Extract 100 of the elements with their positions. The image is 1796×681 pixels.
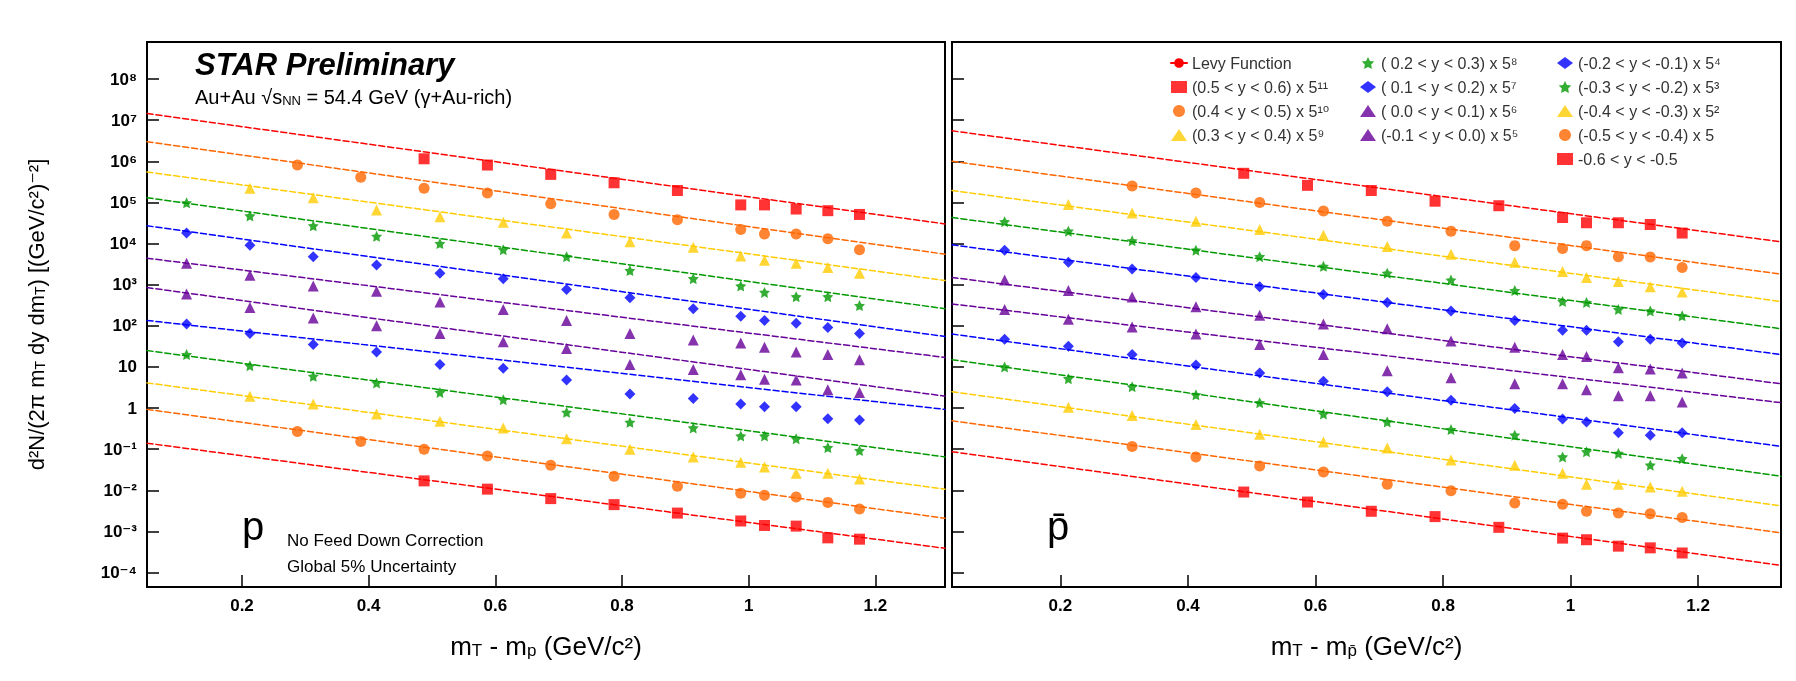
point bbox=[1509, 285, 1521, 297]
point bbox=[561, 227, 573, 239]
point bbox=[790, 257, 802, 269]
point bbox=[1581, 240, 1592, 252]
point bbox=[1238, 167, 1250, 179]
point bbox=[854, 473, 865, 485]
point bbox=[1126, 263, 1138, 275]
point bbox=[244, 328, 256, 340]
point bbox=[1254, 428, 1266, 440]
point bbox=[181, 197, 193, 209]
y-tick-label: 1 bbox=[127, 398, 137, 418]
point bbox=[371, 230, 383, 242]
point bbox=[1644, 363, 1656, 375]
point bbox=[790, 467, 802, 479]
point bbox=[1676, 337, 1688, 349]
point bbox=[545, 198, 557, 210]
point bbox=[1317, 229, 1329, 241]
point bbox=[1581, 384, 1592, 396]
point bbox=[999, 361, 1011, 373]
point bbox=[1644, 281, 1656, 293]
point bbox=[1445, 372, 1457, 384]
point bbox=[1254, 367, 1266, 379]
point bbox=[1238, 486, 1250, 498]
point bbox=[371, 346, 383, 358]
point bbox=[608, 208, 620, 220]
point bbox=[1557, 467, 1569, 479]
point bbox=[1676, 453, 1688, 465]
x-axis-title: mT - mp̄ (GeV/c²) bbox=[1270, 631, 1463, 661]
y-tick-label: 10⁻⁴ bbox=[100, 563, 137, 583]
point bbox=[822, 384, 834, 396]
legend-label: (-0.1 < y < 0.0) x 5⁵ bbox=[1381, 126, 1519, 144]
point bbox=[434, 238, 446, 250]
point bbox=[1062, 401, 1074, 413]
point bbox=[1581, 416, 1592, 428]
point bbox=[371, 259, 383, 271]
point bbox=[545, 168, 557, 180]
point bbox=[1381, 478, 1393, 490]
point bbox=[822, 467, 834, 479]
point bbox=[854, 300, 865, 312]
point bbox=[1254, 339, 1266, 351]
point bbox=[561, 284, 573, 296]
point bbox=[307, 220, 319, 232]
point bbox=[1612, 251, 1624, 263]
point bbox=[545, 493, 557, 505]
point bbox=[854, 533, 865, 545]
point bbox=[1381, 365, 1393, 377]
point bbox=[1644, 429, 1656, 441]
point bbox=[418, 182, 430, 194]
point bbox=[735, 487, 747, 499]
point bbox=[822, 322, 834, 333]
point bbox=[1644, 508, 1656, 520]
point bbox=[1190, 187, 1202, 199]
point bbox=[1317, 375, 1329, 387]
point bbox=[759, 199, 770, 211]
point bbox=[1317, 349, 1329, 361]
point bbox=[687, 334, 699, 346]
point bbox=[1644, 390, 1656, 402]
point bbox=[624, 236, 636, 248]
point bbox=[735, 337, 747, 349]
annotation: p bbox=[242, 504, 265, 548]
point bbox=[1381, 323, 1393, 335]
point bbox=[1190, 301, 1202, 313]
x-tick-label: 0.8 bbox=[1431, 596, 1455, 615]
point bbox=[790, 228, 802, 240]
point bbox=[181, 318, 193, 330]
point bbox=[1612, 427, 1624, 439]
point bbox=[1254, 196, 1266, 208]
point bbox=[1317, 260, 1329, 272]
point bbox=[790, 491, 802, 503]
point bbox=[735, 250, 747, 262]
point bbox=[1126, 440, 1138, 452]
point bbox=[822, 262, 834, 274]
point bbox=[497, 303, 509, 315]
point bbox=[244, 239, 256, 251]
point bbox=[759, 254, 770, 266]
point bbox=[1126, 349, 1138, 361]
point bbox=[1445, 485, 1457, 497]
point bbox=[1509, 429, 1521, 441]
point bbox=[1676, 547, 1688, 559]
point bbox=[735, 310, 747, 322]
point bbox=[735, 280, 747, 292]
point bbox=[1676, 396, 1688, 408]
point bbox=[561, 314, 573, 326]
chart-title: STAR Preliminary bbox=[195, 47, 457, 82]
text: Au+Au √sNN = 54.4 GeV (γ+Au-rich) bbox=[195, 86, 513, 108]
x-tick-label: 0.2 bbox=[230, 596, 254, 615]
point bbox=[561, 433, 573, 445]
point bbox=[1557, 324, 1569, 336]
point bbox=[1644, 305, 1656, 317]
point bbox=[735, 398, 747, 410]
legend-label: (-0.3 < y < -0.2) x 5³ bbox=[1578, 78, 1721, 96]
y-tick-label: 10⁶ bbox=[110, 151, 137, 171]
point bbox=[854, 414, 865, 426]
point bbox=[1509, 497, 1521, 509]
point bbox=[561, 374, 573, 386]
point bbox=[1365, 184, 1377, 196]
point bbox=[759, 228, 770, 240]
point bbox=[735, 369, 747, 381]
point bbox=[244, 210, 256, 222]
y-tick-label: 10³ bbox=[112, 275, 138, 295]
